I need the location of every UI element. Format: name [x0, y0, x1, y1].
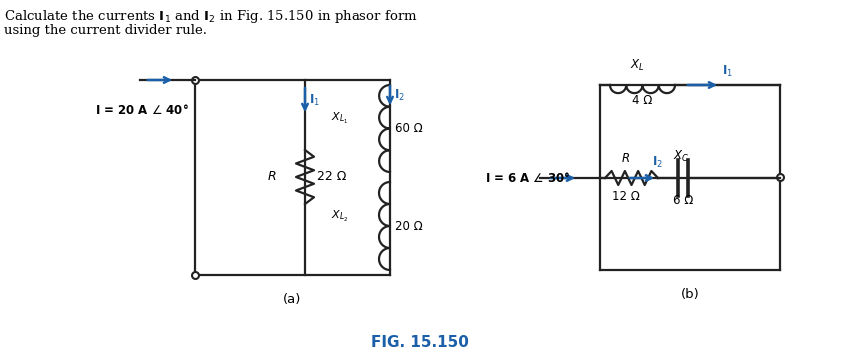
- Text: Calculate the currents $\mathbf{I}_1$ and $\mathbf{I}_2$ in Fig. 15.150 in phaso: Calculate the currents $\mathbf{I}_1$ an…: [4, 8, 418, 25]
- Text: 60 Ω: 60 Ω: [395, 121, 423, 135]
- Text: 20 Ω: 20 Ω: [395, 219, 423, 233]
- Text: $\mathbf{I}$ = 6 A $\angle$ 30°: $\mathbf{I}$ = 6 A $\angle$ 30°: [485, 171, 570, 185]
- Text: 12 Ω: 12 Ω: [612, 189, 640, 202]
- Text: $X_L$: $X_L$: [630, 57, 644, 73]
- Text: 22 Ω: 22 Ω: [317, 171, 346, 183]
- Text: $\mathbf{I}_1$: $\mathbf{I}_1$: [309, 92, 320, 108]
- Text: (b): (b): [680, 288, 700, 301]
- Text: $X_C$: $X_C$: [673, 148, 689, 164]
- Text: $R$: $R$: [621, 152, 631, 165]
- Text: $\mathbf{I}_1$: $\mathbf{I}_1$: [722, 63, 733, 79]
- Text: $\mathbf{I}$ = 20 A $\angle$ 40°: $\mathbf{I}$ = 20 A $\angle$ 40°: [95, 103, 188, 117]
- Text: $X_{L_2}$: $X_{L_2}$: [331, 209, 348, 223]
- Text: (a): (a): [283, 293, 301, 306]
- Text: $R$: $R$: [267, 171, 277, 183]
- Text: using the current divider rule.: using the current divider rule.: [4, 24, 207, 37]
- Text: 6 Ω: 6 Ω: [673, 194, 693, 206]
- Text: 4 Ω: 4 Ω: [632, 95, 652, 108]
- Text: $\mathbf{I}_2$: $\mathbf{I}_2$: [652, 154, 663, 170]
- Text: $X_{L_1}$: $X_{L_1}$: [331, 110, 348, 126]
- Text: FIG. 15.150: FIG. 15.150: [371, 335, 469, 350]
- Text: $\mathbf{I}_2$: $\mathbf{I}_2$: [394, 87, 405, 103]
